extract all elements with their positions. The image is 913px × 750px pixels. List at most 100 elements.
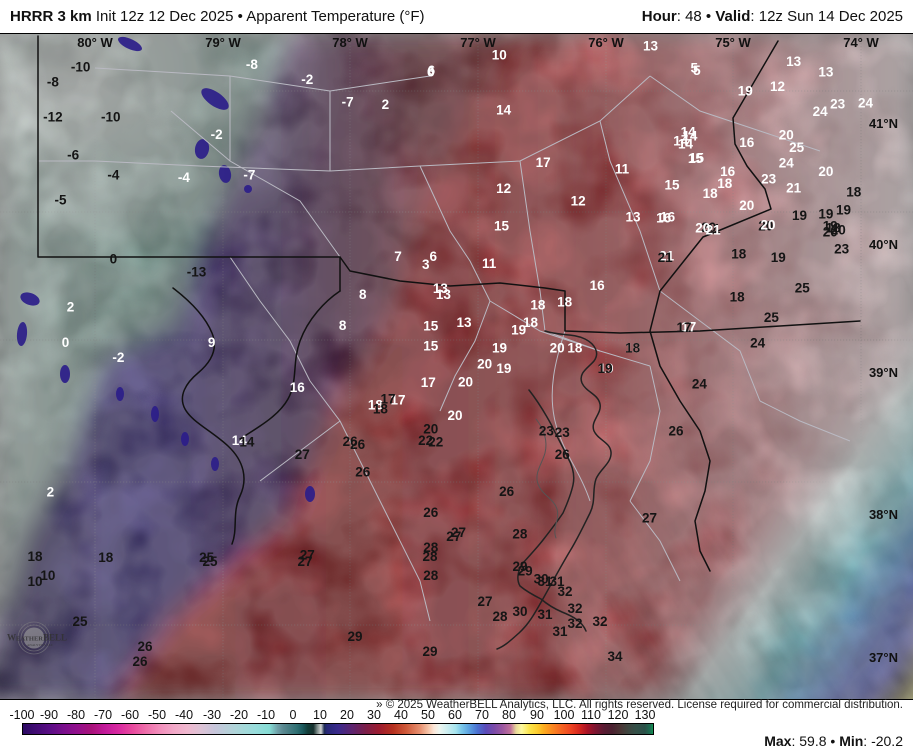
svg-text:18: 18 — [567, 340, 583, 355]
svg-text:28: 28 — [492, 609, 508, 624]
svg-text:18: 18 — [703, 186, 719, 201]
svg-text:26: 26 — [355, 465, 371, 480]
svg-text:18: 18 — [717, 176, 733, 191]
svg-text:3: 3 — [422, 257, 430, 272]
svg-text:79° W: 79° W — [205, 35, 241, 50]
svg-text:19: 19 — [792, 208, 807, 223]
svg-text:29: 29 — [422, 644, 437, 659]
svg-text:26: 26 — [350, 437, 366, 452]
svg-text:31: 31 — [552, 624, 568, 639]
svg-text:78° W: 78° W — [332, 35, 368, 50]
svg-text:-2: -2 — [112, 350, 124, 365]
svg-text:10: 10 — [40, 568, 55, 583]
svg-text:12: 12 — [571, 193, 586, 208]
svg-text:38°N: 38°N — [869, 507, 898, 522]
svg-text:13: 13 — [786, 54, 802, 69]
svg-text:ANALYTICS LLC: ANALYTICS LLC — [27, 643, 54, 647]
svg-text:-12: -12 — [43, 110, 63, 125]
svg-text:28: 28 — [423, 568, 439, 583]
svg-text:2: 2 — [47, 485, 55, 500]
svg-text:15: 15 — [688, 151, 704, 166]
svg-text:7: 7 — [394, 249, 402, 264]
svg-text:-10: -10 — [71, 59, 91, 74]
svg-text:32: 32 — [567, 616, 582, 631]
svg-text:-13: -13 — [187, 264, 207, 279]
svg-text:24: 24 — [750, 336, 766, 351]
svg-text:17: 17 — [421, 375, 436, 390]
svg-text:2: 2 — [382, 97, 390, 112]
svg-text:18: 18 — [557, 295, 573, 310]
svg-text:11: 11 — [615, 161, 630, 176]
svg-text:0: 0 — [110, 252, 118, 267]
svg-text:-6: -6 — [67, 147, 79, 162]
svg-text:5: 5 — [693, 63, 701, 78]
svg-text:32: 32 — [557, 584, 572, 599]
svg-text:75° W: 75° W — [715, 35, 751, 50]
svg-text:17: 17 — [536, 155, 551, 170]
svg-text:23: 23 — [761, 172, 777, 187]
svg-text:20: 20 — [477, 357, 492, 372]
svg-text:9: 9 — [208, 335, 216, 350]
svg-text:-7: -7 — [342, 95, 354, 110]
svg-text:14: 14 — [673, 133, 689, 148]
svg-text:21: 21 — [706, 222, 722, 237]
svg-text:27: 27 — [477, 594, 492, 609]
svg-text:74° W: 74° W — [843, 35, 879, 50]
svg-text:23: 23 — [555, 425, 571, 440]
svg-text:20: 20 — [458, 374, 473, 389]
svg-text:26: 26 — [555, 447, 571, 462]
svg-text:37°N: 37°N — [869, 650, 898, 665]
svg-text:13: 13 — [643, 39, 659, 54]
svg-text:29: 29 — [347, 629, 362, 644]
svg-text:-7: -7 — [243, 168, 255, 183]
svg-text:20: 20 — [447, 408, 462, 423]
svg-text:18: 18 — [530, 297, 546, 312]
svg-text:8: 8 — [359, 287, 367, 302]
svg-text:27: 27 — [297, 554, 312, 569]
svg-text:19: 19 — [496, 361, 511, 376]
svg-text:10: 10 — [492, 48, 507, 63]
svg-text:27: 27 — [642, 511, 657, 526]
svg-text:18: 18 — [731, 246, 747, 261]
svg-text:20: 20 — [739, 198, 754, 213]
svg-text:-2: -2 — [301, 72, 313, 87]
svg-text:18: 18 — [373, 402, 389, 417]
svg-text:0: 0 — [62, 335, 70, 350]
svg-text:76° W: 76° W — [588, 35, 624, 50]
svg-text:25: 25 — [789, 140, 805, 155]
svg-text:6: 6 — [428, 63, 436, 78]
svg-text:20: 20 — [760, 217, 775, 232]
svg-text:30: 30 — [512, 604, 527, 619]
svg-text:14: 14 — [496, 102, 512, 117]
svg-text:-5: -5 — [54, 193, 66, 208]
svg-text:40°N: 40°N — [869, 237, 898, 252]
svg-text:6: 6 — [430, 249, 438, 264]
svg-text:28: 28 — [512, 527, 528, 542]
svg-text:19: 19 — [836, 202, 851, 217]
svg-text:19: 19 — [492, 340, 507, 355]
svg-text:26: 26 — [499, 484, 515, 499]
svg-text:13: 13 — [433, 281, 449, 296]
svg-text:25: 25 — [202, 554, 218, 569]
svg-text:80° W: 80° W — [77, 35, 113, 50]
svg-text:26: 26 — [137, 639, 153, 654]
svg-text:25: 25 — [764, 310, 780, 325]
svg-text:2: 2 — [67, 300, 75, 315]
svg-text:-10: -10 — [101, 110, 121, 125]
svg-text:-8: -8 — [47, 74, 59, 89]
svg-text:8: 8 — [339, 318, 347, 333]
svg-text:39°N: 39°N — [869, 365, 898, 380]
svg-text:23: 23 — [830, 97, 846, 112]
svg-text:27: 27 — [295, 447, 310, 462]
svg-text:29: 29 — [512, 559, 527, 574]
svg-text:24: 24 — [779, 155, 795, 170]
svg-text:11: 11 — [482, 256, 497, 271]
svg-text:-8: -8 — [246, 57, 258, 72]
svg-text:31: 31 — [537, 607, 553, 622]
svg-text:10: 10 — [27, 574, 42, 589]
svg-text:24: 24 — [692, 377, 708, 392]
svg-text:17: 17 — [676, 320, 691, 335]
svg-text:25: 25 — [795, 281, 811, 296]
svg-text:22: 22 — [428, 434, 443, 449]
svg-text:15: 15 — [423, 338, 439, 353]
